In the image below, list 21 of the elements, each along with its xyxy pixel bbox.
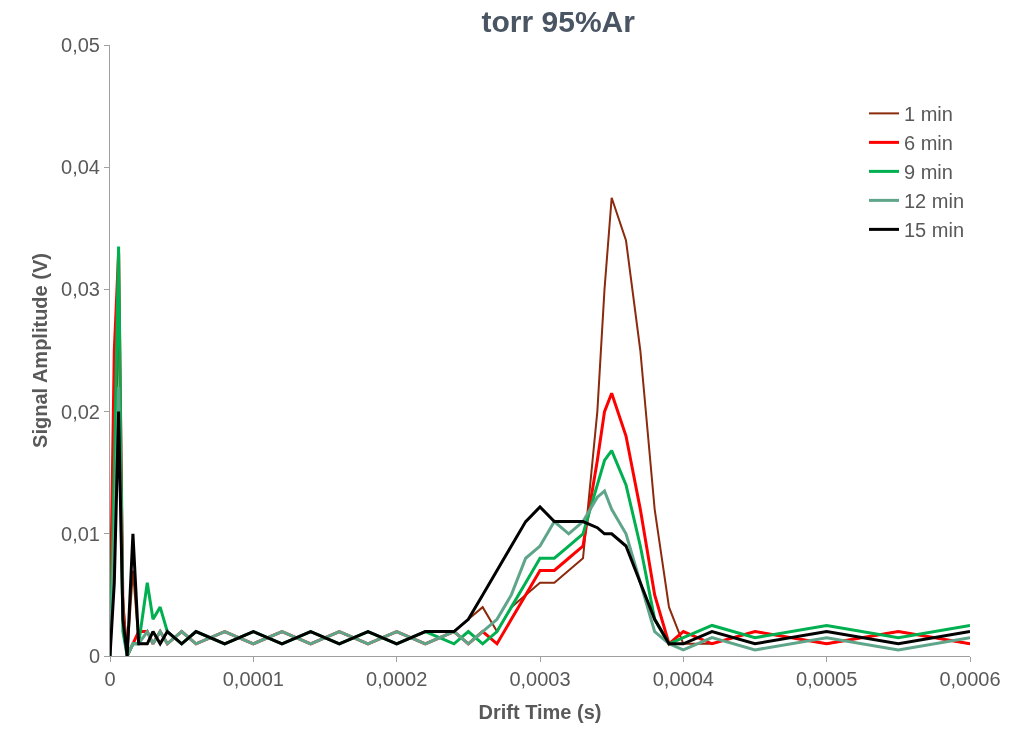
y-axis-title: Signal Amplitude (V): [28, 253, 51, 448]
x-tick-label: 0: [104, 668, 116, 690]
legend-label: 15 min: [904, 219, 965, 242]
x-tick-label: 0,0004: [652, 668, 714, 690]
x-tick-label: 0,0005: [796, 668, 858, 690]
legend-label: 6 min: [904, 132, 953, 155]
y-tick-label: 0,02: [61, 400, 100, 423]
y-tick-label: 0,03: [61, 278, 100, 301]
legend-label: 9 min: [904, 161, 953, 184]
x-tick-label: 0,0001: [222, 668, 284, 690]
chart-title: torr 95%Ar: [481, 4, 636, 38]
x-tick-label: 0,0003: [509, 668, 571, 690]
x-tick-label: 0,0002: [366, 668, 428, 690]
legend-label: 1 min: [904, 103, 953, 126]
y-tick-label: 0,05: [61, 34, 100, 56]
x-axis-title: Drift Time (s): [478, 700, 602, 723]
y-tick-label: 0: [88, 645, 100, 667]
y-tick-label: 0,04: [61, 156, 100, 179]
y-tick-label: 0,01: [61, 522, 100, 545]
x-tick-label: 0,0006: [939, 668, 1001, 690]
legend-label: 12 min: [904, 190, 965, 213]
